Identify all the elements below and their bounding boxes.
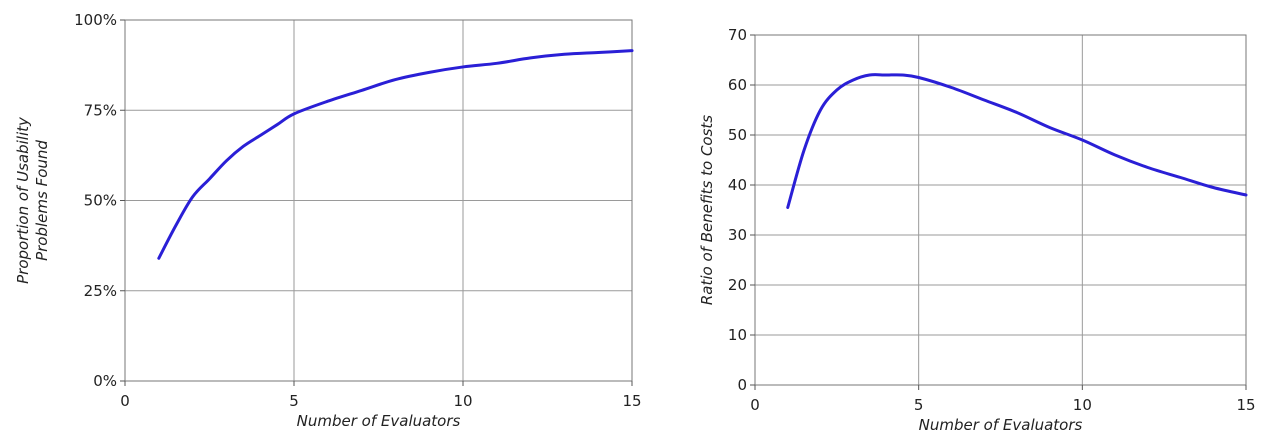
y-tick-label: 100% — [74, 11, 117, 29]
y-axis-label: Ratio of Benefits to Costs — [698, 115, 716, 305]
series-line — [157, 49, 634, 260]
x-tick-label: 5 — [289, 392, 299, 410]
x-tick-label: 15 — [622, 392, 641, 410]
plot-frame — [754, 34, 1247, 386]
y-tick-label: 50 — [728, 126, 747, 144]
y-axis-label: Proportion of Usability — [14, 116, 32, 284]
x-tick-label: 10 — [1073, 396, 1092, 414]
x-tick-label: 15 — [1236, 396, 1255, 414]
y-tick-label: 50% — [84, 192, 117, 210]
y-tick-label: 10 — [728, 326, 747, 344]
benefit-cost-ratio-chart: 0 5 10 15 0 10 20 30 40 50 60 70 Number of Evaluator… — [698, 26, 1256, 434]
usability-problems-chart: 0 5 10 15 0% 25% 50% 75% 100% Number of Evaluator… — [14, 11, 642, 430]
y-tick-label: 30 — [728, 226, 747, 244]
x-tick-label: 0 — [120, 392, 130, 410]
y-tick-label: 75% — [84, 101, 117, 119]
y-tick-label: 0% — [93, 372, 117, 390]
y-tick-label: 70 — [728, 26, 747, 44]
y-tick-label: 20 — [728, 276, 747, 294]
x-tick-label: 10 — [453, 392, 472, 410]
x-axis-label: Number of Evaluators — [919, 416, 1083, 434]
y-axis-label: Problems Found — [33, 140, 51, 261]
y-tick-label: 25% — [84, 282, 117, 300]
x-tick-label: 0 — [750, 396, 760, 414]
x-tick-label: 5 — [914, 396, 924, 414]
y-tick-label: 40 — [728, 176, 747, 194]
y-tick-label: 0 — [737, 376, 747, 394]
y-tick-label: 60 — [728, 76, 747, 94]
series-line — [786, 73, 1248, 209]
x-axis-label: Number of Evaluators — [297, 412, 461, 430]
